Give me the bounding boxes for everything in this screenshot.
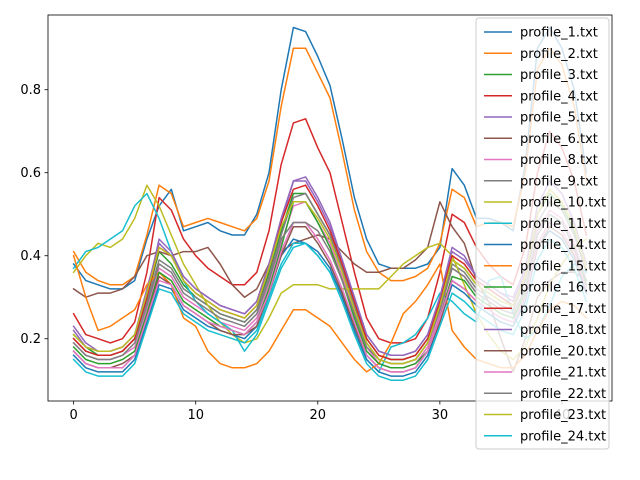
legend-entry-label: profile_21.txt bbox=[520, 366, 606, 381]
legend-entry-label: profile_11.txt bbox=[520, 217, 606, 232]
legend-entry-label: profile_23.txt bbox=[520, 408, 606, 423]
plot-frame bbox=[47, 14, 613, 402]
legend-entry-label: profile_2.txt bbox=[520, 47, 598, 62]
y-tick-label: 0.2 bbox=[20, 332, 41, 347]
x-tick-label: 20 bbox=[310, 408, 327, 423]
x-tick-label: 10 bbox=[187, 408, 204, 423]
legend-entry-label: profile_18.txt bbox=[520, 323, 606, 338]
x-tick-label: 0 bbox=[69, 408, 77, 423]
legend-entry-label: profile_8.txt bbox=[520, 153, 598, 168]
legend-entry-label: profile_4.txt bbox=[520, 89, 598, 104]
legend-box bbox=[475, 17, 610, 450]
legend-entry-label: profile_15.txt bbox=[520, 259, 606, 274]
y-tick-label: 0.4 bbox=[20, 249, 41, 264]
legend-entry-label: profile_6.txt bbox=[520, 132, 598, 147]
legend-entry-label: profile_24.txt bbox=[520, 429, 606, 444]
legend-entry-label: profile_16.txt bbox=[520, 281, 606, 296]
y-tick-label: 0.6 bbox=[20, 166, 41, 181]
legend-entry-label: profile_9.txt bbox=[520, 174, 598, 189]
legend: profile_1.txt profile_2.txt profile_3.txtp… bbox=[475, 17, 610, 450]
legend-entry-label: profile_3.txt bbox=[520, 68, 598, 83]
legend-entry-label: profile_14.txt bbox=[520, 238, 606, 253]
legend-entry-label: profile_1.txt bbox=[520, 26, 598, 41]
legend-entry-label: profile_22.txt bbox=[520, 387, 606, 402]
legend-entry-label: profile_20.txt bbox=[520, 344, 606, 359]
legend-entry-label: profile_17.txt bbox=[520, 302, 606, 317]
legend-entry-label: profile_10.txt bbox=[520, 196, 606, 211]
legend-entry-label: profile_5.txt bbox=[520, 111, 598, 126]
y-tick-label: 0.8 bbox=[20, 83, 41, 98]
x-tick-label: 30 bbox=[432, 408, 449, 423]
